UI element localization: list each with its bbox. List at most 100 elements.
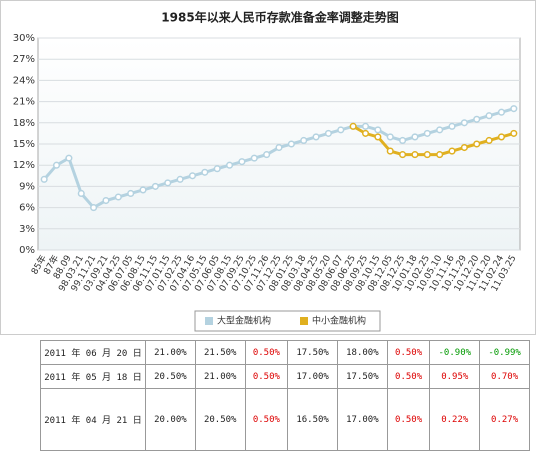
point [436, 151, 444, 159]
point [361, 122, 370, 130]
legend-label: 中小金融机构 [312, 315, 366, 327]
table-cell: 21.00% [145, 340, 196, 365]
point [411, 133, 419, 141]
point [263, 151, 271, 159]
table-cell: 0.50% [386, 388, 431, 451]
point [90, 204, 98, 212]
table-cell: 0.95% [429, 364, 481, 389]
table-cell: 20.50% [194, 388, 246, 451]
y-tick-label: 24% [13, 75, 35, 86]
table-cell: 17.00% [287, 364, 338, 389]
legend-box [194, 310, 381, 332]
point [399, 136, 407, 145]
table-cell: 0.22% [429, 388, 481, 451]
point [485, 136, 493, 145]
point [324, 129, 332, 137]
point [275, 143, 283, 152]
point [510, 129, 518, 137]
table-cell: 20.50% [145, 364, 196, 389]
point [139, 186, 147, 194]
point [510, 105, 518, 113]
table-cell: 0.50% [244, 340, 289, 365]
y-tick-label: 6% [19, 203, 35, 214]
point [473, 140, 481, 148]
table-row: 2011 年 04 月 21 日 20.00% 20.50% 0.50% 16.50% 1… [40, 388, 530, 451]
point [213, 165, 221, 173]
table-cell: -0.90% [429, 340, 481, 365]
data-table: 2011 年 06 月 20 日 21.00% 21.50% 0.50% 17.50% 1… [40, 340, 530, 451]
table-cell: 21.00% [194, 364, 246, 389]
point [423, 129, 431, 137]
point [386, 147, 394, 155]
point [361, 129, 370, 137]
point [374, 126, 382, 134]
y-tick-label: 18% [13, 118, 35, 129]
point [114, 193, 122, 201]
point [460, 143, 468, 152]
y-tick-label: 27% [13, 54, 35, 65]
y-tick-label: 12% [13, 160, 35, 171]
table-cell: 17.00% [336, 388, 388, 451]
point [473, 115, 481, 123]
legend-label: 大型金融机构 [217, 315, 271, 327]
point [436, 126, 444, 134]
table-cell: 0.27% [479, 388, 530, 451]
point [77, 189, 85, 198]
table-cell: 2011 年 04 月 21 日 [40, 388, 146, 451]
y-tick-label: 0% [19, 245, 35, 256]
table-cell: 0.50% [386, 340, 431, 365]
point [127, 189, 135, 198]
point [312, 133, 320, 141]
chart: 1985年以来人民币存款准备金率调整走势图 0% 3% 6% 9% 12% 15% 18% 2… [0, 0, 536, 335]
point [337, 126, 345, 134]
point [176, 175, 184, 183]
point [238, 158, 246, 166]
point [399, 151, 407, 159]
point [151, 182, 159, 190]
table-cell: 2011 年 05 月 18 日 [40, 364, 146, 389]
point [448, 122, 456, 130]
y-tick-label: 15% [13, 139, 35, 150]
point [287, 140, 295, 148]
point [250, 154, 258, 162]
point [497, 133, 506, 141]
point [65, 154, 73, 162]
point [226, 161, 234, 169]
point [374, 133, 382, 141]
point [102, 196, 110, 205]
legend-swatch [205, 317, 213, 325]
table-cell: 17.50% [287, 340, 338, 365]
point [201, 168, 209, 176]
y-tick-label: 9% [19, 181, 35, 192]
y-tick-label: 21% [13, 97, 35, 108]
point [52, 161, 61, 169]
table-cell: 0.50% [244, 388, 289, 451]
legend-swatch [300, 317, 308, 325]
table-row: 2011 年 05 月 18 日 20.50% 21.00% 0.50% 17.00% 1… [40, 364, 530, 389]
y-tick-label: 3% [19, 224, 35, 235]
point [300, 136, 308, 145]
table-cell: 21.50% [194, 340, 246, 365]
point [423, 151, 431, 159]
chart-title: 1985年以来人民币存款准备金率调整走势图 [161, 10, 398, 25]
point [448, 147, 456, 155]
table-cell: 18.00% [336, 340, 388, 365]
point [460, 119, 468, 127]
table-cell: 20.00% [145, 388, 196, 451]
table-row: 2011 年 06 月 20 日 21.00% 21.50% 0.50% 17.50% 1… [40, 340, 530, 365]
point [164, 179, 172, 187]
table-cell: -0.99% [479, 340, 530, 365]
y-tick-label: 30% [13, 33, 35, 44]
point [40, 175, 48, 183]
point [485, 112, 493, 120]
point [411, 151, 419, 159]
table-cell: 0.70% [479, 364, 530, 389]
table-cell: 0.50% [386, 364, 431, 389]
point [349, 122, 357, 130]
table-cell: 16.50% [287, 388, 338, 451]
point [386, 133, 394, 141]
table-cell: 2011 年 06 月 20 日 [40, 340, 146, 365]
table-cell: 0.50% [244, 364, 289, 389]
table-cell: 17.50% [336, 364, 388, 389]
